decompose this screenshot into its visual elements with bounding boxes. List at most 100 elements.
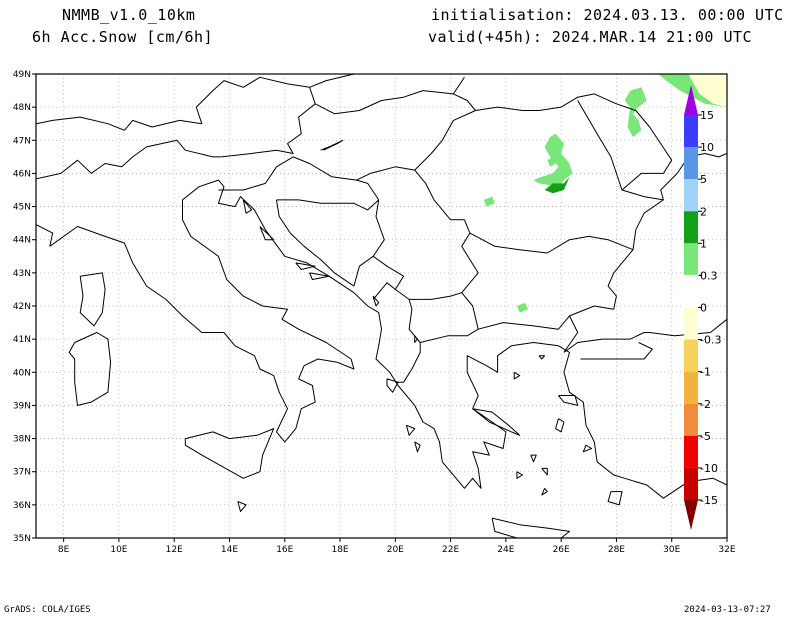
lon-tick-label: 10E [110, 545, 127, 555]
snow-field [483, 74, 727, 313]
lon-tick-label: 22E [442, 545, 459, 555]
country-border [309, 74, 468, 88]
snow-area [544, 176, 570, 194]
lat-tick-label: 46N [13, 169, 31, 179]
lon-tick-label: 20E [387, 545, 404, 555]
colorbar-bin [684, 115, 698, 148]
lon-tick-label: 12E [166, 545, 183, 555]
footer-software: GrADS: COLA/IGES [4, 605, 91, 615]
coastline [259, 226, 275, 241]
country-border [475, 93, 673, 191]
lon-tick-label: 30E [663, 545, 680, 555]
chart-title-valid-time: valid(+45h): 2024.MAR.14 21:00 UTC [428, 28, 753, 46]
coastline [555, 418, 565, 433]
lat-tick-label: 44N [13, 236, 31, 246]
longitude-axis: 8E 10E 12E 14E 16E 18E 20E 22E 24E 26E 28E 30E 32E [58, 538, 736, 555]
coastline [516, 471, 523, 479]
coastline [491, 517, 570, 538]
colorbar-label: 1 [700, 237, 707, 250]
lon-tick-label: 8E [58, 545, 70, 555]
colorbar-bin [684, 243, 698, 276]
coastline [405, 424, 416, 436]
country-border [221, 87, 316, 158]
colorbar-label: -0.3 [700, 334, 721, 347]
colorbar-bin [684, 339, 698, 372]
lat-tick-label: 42N [13, 302, 31, 312]
lat-tick-label: 37N [13, 468, 31, 478]
country-border [395, 288, 421, 383]
chart-title-variable: 6h Acc.Snow [cm/6h] [32, 28, 214, 46]
lat-tick-label: 38N [13, 435, 31, 445]
lon-tick-label: 24E [497, 545, 514, 555]
colorbar-label: -2 [700, 398, 711, 411]
colorbar-label: -1 [700, 366, 711, 379]
lat-tick-label: 39N [13, 401, 31, 411]
country-border [353, 199, 385, 287]
coastline [309, 272, 330, 280]
colorbar-label: 5 [700, 173, 707, 186]
coastline [530, 454, 537, 463]
chart-title-initialisation: initialisation: 2024.03.13. 00:00 UTC [431, 6, 784, 24]
country-border [276, 179, 380, 211]
colorbar-bin [684, 500, 698, 530]
country-border [452, 77, 465, 95]
coastline [237, 501, 247, 512]
footer-timestamp: 2024-03-13-07:27 [684, 605, 771, 615]
colorbar-bin [683, 274, 699, 308]
lat-tick-label: 35N [13, 534, 31, 544]
snow-area [483, 196, 495, 207]
coastline [538, 355, 546, 360]
colorbar-bin [684, 403, 698, 436]
coastline [607, 491, 623, 506]
coastline [79, 272, 106, 327]
coastline [541, 487, 548, 496]
country-border [314, 90, 476, 115]
colorbar-bin [684, 147, 698, 180]
coastline [563, 318, 727, 353]
coastline [558, 395, 579, 406]
colorbar-label: 0 [700, 302, 707, 315]
colorbar-label: 15 [700, 109, 714, 122]
country-border [36, 76, 310, 131]
map-frame [35, 73, 728, 539]
colorbar-label: 10 [700, 141, 714, 154]
lat-tick-label: 36N [13, 501, 31, 511]
coastline [372, 295, 380, 307]
colorbar-label: 2 [700, 205, 707, 218]
coastline [386, 378, 399, 393]
coastline [320, 139, 344, 151]
lat-tick-label: 43N [13, 269, 31, 279]
country-border [292, 110, 476, 181]
country-border [409, 292, 462, 300]
coastline [49, 179, 727, 499]
coastline [472, 408, 521, 436]
lon-tick-label: 28E [608, 545, 625, 555]
colorbar-label: 0.3 [700, 269, 718, 282]
colorbar: 15 10 5 2 1 0.3 0 -0.3 -1 -2 -5 -10 -15 [683, 85, 721, 530]
country-border [420, 328, 479, 343]
country-border [276, 199, 355, 287]
colorbar-bin [684, 467, 698, 500]
latitude-axis: 35N 36N 37N 38N 39N 40N 41N 42N 43N 44N 45N 46N 47N 4… [13, 70, 36, 544]
coastline [242, 199, 253, 214]
country-border [372, 255, 405, 300]
chart-title-model: NMMB_v1.0_10km [62, 6, 196, 24]
snow-area [533, 133, 573, 187]
lon-tick-label: 18E [331, 545, 348, 555]
country-border [569, 305, 614, 317]
lon-tick-label: 32E [718, 545, 735, 555]
coastline [184, 428, 275, 479]
country-border [218, 156, 294, 191]
country-border [36, 139, 222, 247]
lon-tick-label: 14E [221, 545, 238, 555]
country-border [414, 169, 634, 254]
snow-area [688, 74, 727, 108]
graticule [36, 73, 728, 539]
lon-tick-label: 26E [553, 545, 570, 555]
coastline [607, 153, 727, 310]
lat-tick-label: 40N [13, 368, 31, 378]
coastline [580, 342, 653, 360]
lat-tick-label: 49N [13, 70, 31, 80]
colorbar-bin [684, 85, 698, 115]
